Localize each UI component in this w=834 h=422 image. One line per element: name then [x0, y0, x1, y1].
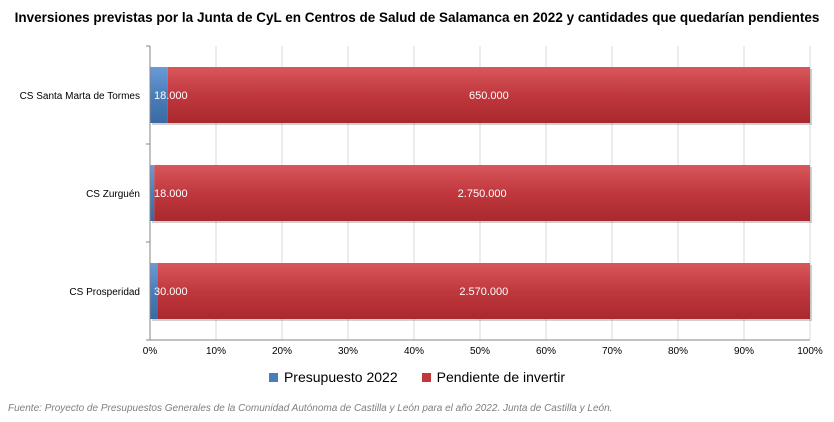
x-tick-label: 20% [272, 346, 292, 357]
bar-pendiente [157, 263, 811, 319]
bar-presupuesto [150, 263, 158, 319]
data-label: 2.750.000 [458, 188, 507, 200]
x-tick-label: 90% [734, 346, 754, 357]
data-label: 2.570.000 [459, 286, 508, 298]
category-label: CS Prosperidad [69, 287, 140, 298]
data-label: 18.000 [154, 90, 188, 102]
chart-legend: Presupuesto 2022 Pendiente de invertir [0, 369, 834, 385]
legend-label-presupuesto: Presupuesto 2022 [283, 369, 398, 385]
x-tick-label: 50% [470, 346, 490, 357]
legend-item-presupuesto: Presupuesto 2022 [268, 369, 398, 385]
bar-presupuesto [150, 165, 155, 221]
bar-pendiente [154, 165, 811, 221]
chart-plot: 18.000 650.000 18.000 2.750.000 30.000 2.570.… [20, 45, 823, 357]
x-tick-label: 0% [143, 346, 158, 357]
x-tick-label: 100% [797, 346, 823, 357]
legend-swatch-presupuesto [268, 372, 278, 382]
x-tick-label: 60% [536, 346, 556, 357]
x-tick-label: 80% [668, 346, 688, 357]
data-label: 30.000 [154, 286, 188, 298]
bar-presupuesto [150, 67, 168, 123]
x-tick-label: 10% [206, 346, 226, 357]
legend-label-pendiente: Pendiente de invertir [436, 369, 566, 385]
x-tick-label: 40% [404, 346, 424, 357]
legend-swatch-pendiente [421, 372, 431, 382]
x-tick-label: 30% [338, 346, 358, 357]
data-label: 650.000 [469, 90, 509, 102]
legend-item-pendiente: Pendiente de invertir [421, 369, 566, 385]
x-tick-label: 70% [602, 346, 622, 357]
bar-pendiente [167, 67, 810, 123]
category-label: CS Santa Marta de Tormes [20, 91, 140, 102]
chart-source: Fuente: Proyecto de Presupuestos General… [8, 403, 613, 414]
data-label: 18.000 [154, 188, 188, 200]
category-label: CS Zurguén [86, 189, 140, 200]
chart-title: Inversiones previstas por la Junta de Cy… [14, 10, 820, 25]
